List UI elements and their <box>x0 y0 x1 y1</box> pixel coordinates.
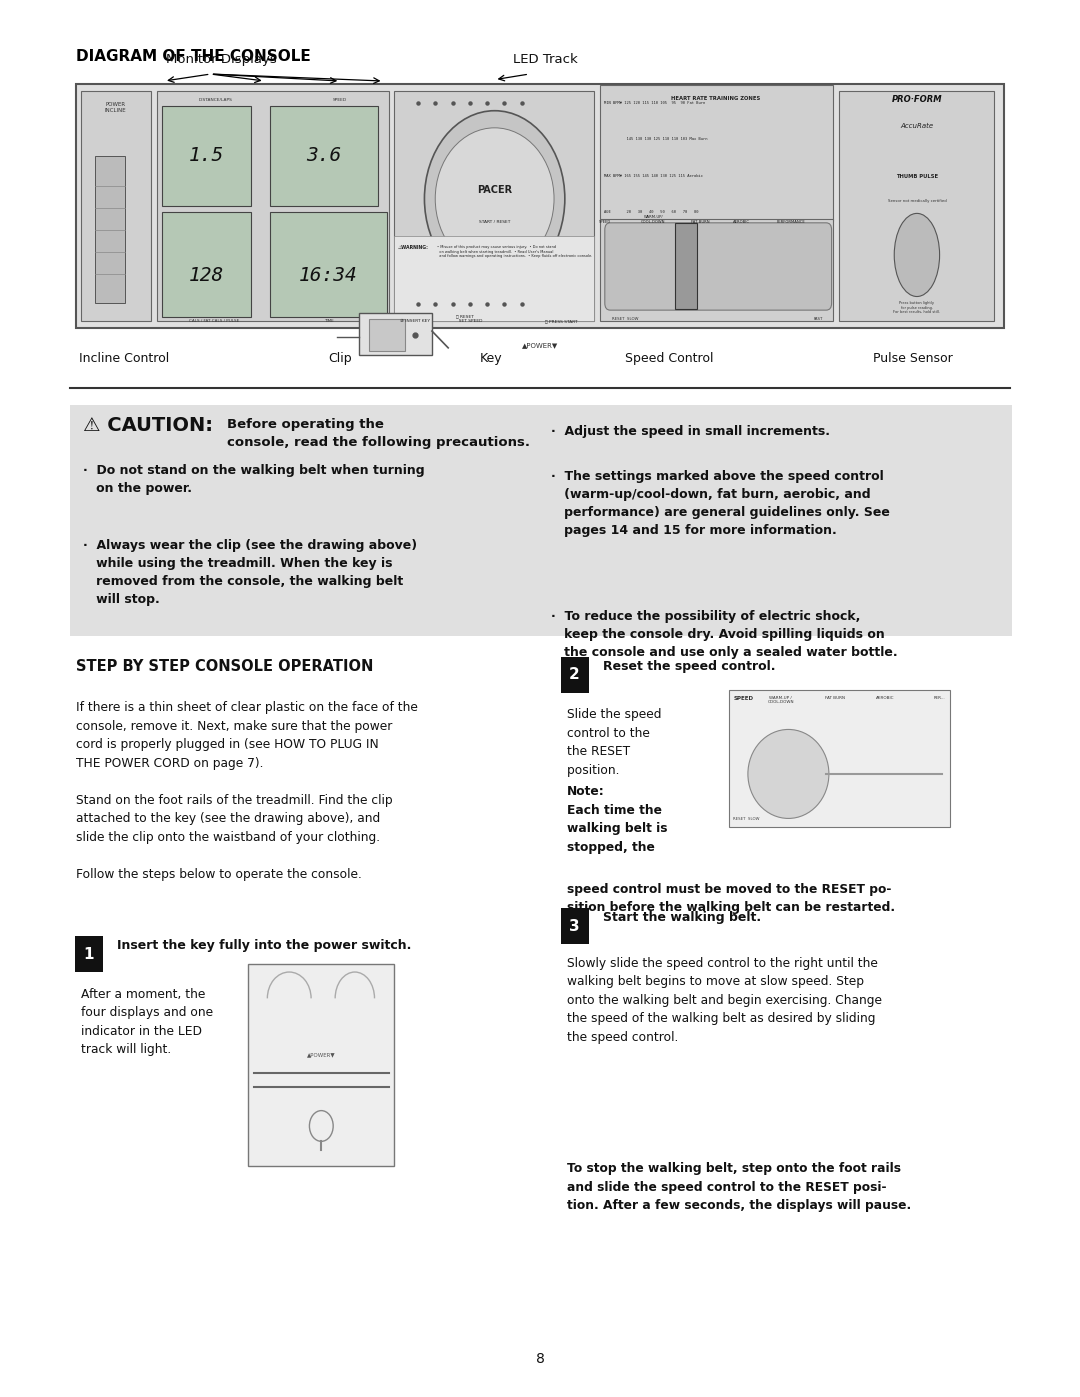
Text: After a moment, the
four displays and one
indicator in the LED
track will light.: After a moment, the four displays and on… <box>81 988 213 1056</box>
Text: If there is a thin sheet of clear plastic on the face of the
console, remove it.: If there is a thin sheet of clear plasti… <box>76 701 418 880</box>
Text: CALS / FAT CALS / PULSE: CALS / FAT CALS / PULSE <box>189 319 239 323</box>
Text: Sensor not medically certified: Sensor not medically certified <box>888 200 946 203</box>
FancyBboxPatch shape <box>75 936 103 972</box>
Text: • Misuse of this product may cause serious injury.  • Do not stand
  on walking : • Misuse of this product may cause serio… <box>437 246 593 258</box>
Ellipse shape <box>424 110 565 286</box>
Text: Reset the speed control.: Reset the speed control. <box>603 659 775 673</box>
Text: Start the walking belt.: Start the walking belt. <box>603 911 760 925</box>
Text: Clip: Clip <box>328 352 352 365</box>
Text: PERFORMANCE: PERFORMANCE <box>777 219 805 224</box>
Text: ·  The settings marked above the speed control
   (warm-up/cool-down, fat burn, : · The settings marked above the speed co… <box>551 469 890 536</box>
Text: RESET  SLOW: RESET SLOW <box>612 317 639 321</box>
FancyBboxPatch shape <box>561 908 589 944</box>
Text: STEP BY STEP CONSOLE OPERATION: STEP BY STEP CONSOLE OPERATION <box>76 659 373 675</box>
Text: Monitor Displays: Monitor Displays <box>166 53 276 66</box>
FancyBboxPatch shape <box>600 85 833 221</box>
Text: ⑩ INSERT KEY: ⑩ INSERT KEY <box>400 319 430 323</box>
FancyBboxPatch shape <box>394 91 594 321</box>
Text: SPEED: SPEED <box>733 696 754 701</box>
Text: SPEED: SPEED <box>598 219 611 224</box>
Text: Speed Control: Speed Control <box>625 352 714 365</box>
Text: FAT BURN: FAT BURN <box>825 696 845 700</box>
Text: SPEED: SPEED <box>333 98 348 102</box>
Text: speed control must be moved to the RESET po-
sition before the walking belt can : speed control must be moved to the RESET… <box>567 883 895 914</box>
Text: Note:
Each time the
walking belt is
stopped, the: Note: Each time the walking belt is stop… <box>567 785 667 854</box>
Text: ⚠ CAUTION:: ⚠ CAUTION: <box>83 416 213 436</box>
Text: Pulse Sensor: Pulse Sensor <box>873 352 953 365</box>
FancyBboxPatch shape <box>605 224 832 310</box>
Text: 2: 2 <box>569 668 580 682</box>
Text: AEROBIC: AEROBIC <box>733 219 751 224</box>
Text: WARM-UP /
COOL-DOWN: WARM-UP / COOL-DOWN <box>768 696 794 704</box>
Text: ⑪ RESET
  SET SPEED: ⑪ RESET SET SPEED <box>456 314 482 323</box>
Text: To stop the walking belt, step onto the foot rails
and slide the speed control t: To stop the walking belt, step onto the … <box>567 1162 912 1213</box>
Text: Insert the key fully into the power switch.: Insert the key fully into the power swit… <box>117 939 411 953</box>
Ellipse shape <box>894 214 940 296</box>
FancyBboxPatch shape <box>157 91 389 321</box>
Text: PACER: PACER <box>477 186 512 196</box>
Text: 8: 8 <box>536 1352 544 1366</box>
FancyBboxPatch shape <box>270 106 378 205</box>
FancyBboxPatch shape <box>70 405 1012 636</box>
Text: ·  Do not stand on the walking belt when turning
   on the power.: · Do not stand on the walking belt when … <box>83 464 424 495</box>
FancyBboxPatch shape <box>561 657 589 693</box>
Text: ▲POWER▼: ▲POWER▼ <box>522 342 558 348</box>
Text: 16:34: 16:34 <box>299 267 357 285</box>
Text: Incline Control: Incline Control <box>79 352 170 365</box>
Text: START / RESET: START / RESET <box>478 221 511 225</box>
Text: THUMB PULSE: THUMB PULSE <box>895 175 939 179</box>
Text: AccuRate: AccuRate <box>901 123 933 129</box>
Text: ·  Always wear the clip (see the drawing above)
   while using the treadmill. Wh: · Always wear the clip (see the drawing … <box>83 539 417 606</box>
Text: Key: Key <box>481 352 502 365</box>
Text: ▲POWER▼: ▲POWER▼ <box>307 1052 336 1058</box>
FancyBboxPatch shape <box>270 212 387 317</box>
Text: ⑫ PRESS START: ⑫ PRESS START <box>545 319 578 323</box>
Text: RESET  SLOW: RESET SLOW <box>733 817 760 821</box>
Text: 128: 128 <box>189 267 224 285</box>
Text: DISTANCE/LAPS: DISTANCE/LAPS <box>199 98 233 102</box>
FancyBboxPatch shape <box>81 91 151 321</box>
FancyBboxPatch shape <box>76 84 1004 328</box>
Text: POWER
INCLINE: POWER INCLINE <box>105 102 126 113</box>
Text: ·  To reduce the possibility of electric shock,
   keep the console dry. Avoid s: · To reduce the possibility of electric … <box>551 609 897 659</box>
Text: TIME: TIME <box>324 319 335 323</box>
Text: WARM-UP/
COOL-DOWN: WARM-UP/ COOL-DOWN <box>642 215 665 224</box>
Text: MIN BPM▼ 125 120 115 110 105  95  90 Fat Burn: MIN BPM▼ 125 120 115 110 105 95 90 Fat B… <box>604 101 705 105</box>
Text: Slide the speed
control to the
the RESET
position.: Slide the speed control to the the RESET… <box>567 708 661 777</box>
Text: 3.6: 3.6 <box>307 147 341 165</box>
Text: AGE       20   30   40   50   60   70   80: AGE 20 30 40 50 60 70 80 <box>604 210 698 214</box>
FancyBboxPatch shape <box>394 236 594 321</box>
Text: LED Track: LED Track <box>513 53 578 66</box>
FancyBboxPatch shape <box>359 313 432 355</box>
Text: 3: 3 <box>569 919 580 933</box>
Text: MAX BPM▼ 165 155 145 140 130 125 115 Aerobic: MAX BPM▼ 165 155 145 140 130 125 115 Aer… <box>604 173 703 177</box>
Text: 1.5: 1.5 <box>189 147 224 165</box>
FancyBboxPatch shape <box>675 224 697 309</box>
Text: Slowly slide the speed control to the right until the
walking belt begins to mov: Slowly slide the speed control to the ri… <box>567 957 882 1044</box>
Text: DIAGRAM OF THE CONSOLE: DIAGRAM OF THE CONSOLE <box>76 49 310 64</box>
Text: HEART RATE TRAINING ZONES: HEART RATE TRAINING ZONES <box>672 96 760 102</box>
Text: ⚠WARNING:: ⚠WARNING: <box>397 246 429 250</box>
Text: Press button lightly
for pulse reading.
For best results, hold still.: Press button lightly for pulse reading. … <box>893 302 941 314</box>
Ellipse shape <box>748 729 829 819</box>
Text: PRO·FORM: PRO·FORM <box>892 95 942 103</box>
Ellipse shape <box>435 129 554 270</box>
Text: FAT BURN: FAT BURN <box>690 219 710 224</box>
FancyBboxPatch shape <box>729 690 950 827</box>
FancyBboxPatch shape <box>248 964 394 1166</box>
FancyBboxPatch shape <box>95 156 125 303</box>
FancyBboxPatch shape <box>600 218 833 321</box>
Text: PER...: PER... <box>933 696 945 700</box>
Text: 145 138 130 125 118 110 103 Max Burn: 145 138 130 125 118 110 103 Max Burn <box>604 137 707 141</box>
Text: Before operating the
console, read the following precautions.: Before operating the console, read the f… <box>227 418 530 448</box>
Text: FAST: FAST <box>813 317 823 321</box>
Text: AEROBIC: AEROBIC <box>876 696 895 700</box>
Text: ·  Adjust the speed in small increments.: · Adjust the speed in small increments. <box>551 425 829 437</box>
FancyBboxPatch shape <box>839 91 994 321</box>
FancyBboxPatch shape <box>162 212 251 317</box>
FancyBboxPatch shape <box>369 319 405 351</box>
FancyBboxPatch shape <box>162 106 251 205</box>
Text: 1: 1 <box>83 947 94 961</box>
